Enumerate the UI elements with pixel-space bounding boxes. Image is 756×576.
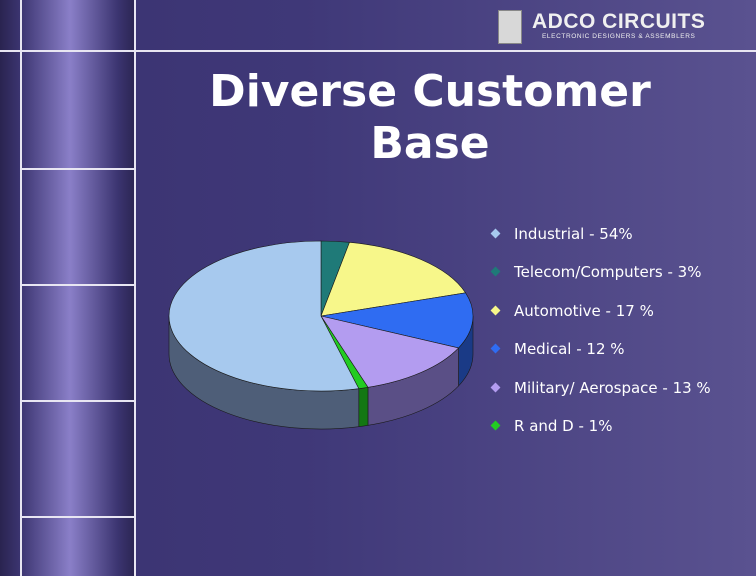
pie-slice: [320, 242, 467, 317]
legend-label: Automotive - 17 %: [514, 301, 654, 320]
legend-diamond-icon: [490, 382, 501, 393]
legend-diamond-icon: [490, 305, 501, 316]
bar-rule-1: [20, 168, 136, 170]
legend-item: Medical - 12 %: [490, 337, 750, 375]
left-rule-2: [134, 0, 136, 576]
company-logo: ADCO CIRCUITS ELECTRONIC DESIGNERS & ASS…: [498, 10, 730, 44]
logo-title: ADCO CIRCUITS: [532, 10, 706, 33]
legend-item: Telecom/Computers - 3%: [490, 260, 750, 298]
legend-item: R and D - 1%: [490, 414, 750, 452]
logo-subtitle: ELECTRONIC DESIGNERS & ASSEMBLERS: [542, 33, 696, 40]
bar-rule-4: [20, 516, 136, 518]
legend-label: Medical - 12 %: [514, 340, 625, 359]
logo-emblem-icon: [498, 10, 522, 44]
legend-diamond-icon: [490, 343, 501, 354]
legend-diamond-icon: [490, 228, 501, 239]
pie-slice: [168, 240, 360, 392]
legend-item: Industrial - 54%: [490, 222, 750, 260]
legend-item: Automotive - 17 %: [490, 299, 750, 337]
legend-diamond-icon: [490, 266, 501, 277]
legend-label: R and D - 1%: [514, 416, 613, 435]
bar-rule-2: [20, 284, 136, 286]
pie-slice: [320, 315, 460, 388]
slide-title: Diverse Customer Base: [150, 66, 710, 170]
slide-title-line-1: Diverse Customer: [209, 66, 651, 117]
legend-label: Telecom/Computers - 3%: [514, 263, 702, 282]
left-rule-1: [20, 0, 22, 576]
legend-label: Military/ Aerospace - 13 %: [514, 378, 711, 397]
legend-diamond-icon: [490, 420, 501, 431]
chart-legend: Industrial - 54% Telecom/Computers - 3% Au…: [490, 222, 750, 452]
pie-slice-side: [358, 386, 369, 427]
left-decorative-bar: [0, 0, 136, 576]
top-rule: [0, 50, 756, 52]
legend-item: Military/ Aerospace - 13 %: [490, 376, 750, 414]
bar-rule-3: [20, 400, 136, 402]
legend-label: Industrial - 54%: [514, 225, 633, 243]
slide-title-line-2: Base: [370, 118, 490, 169]
pie-slice: [320, 292, 474, 349]
